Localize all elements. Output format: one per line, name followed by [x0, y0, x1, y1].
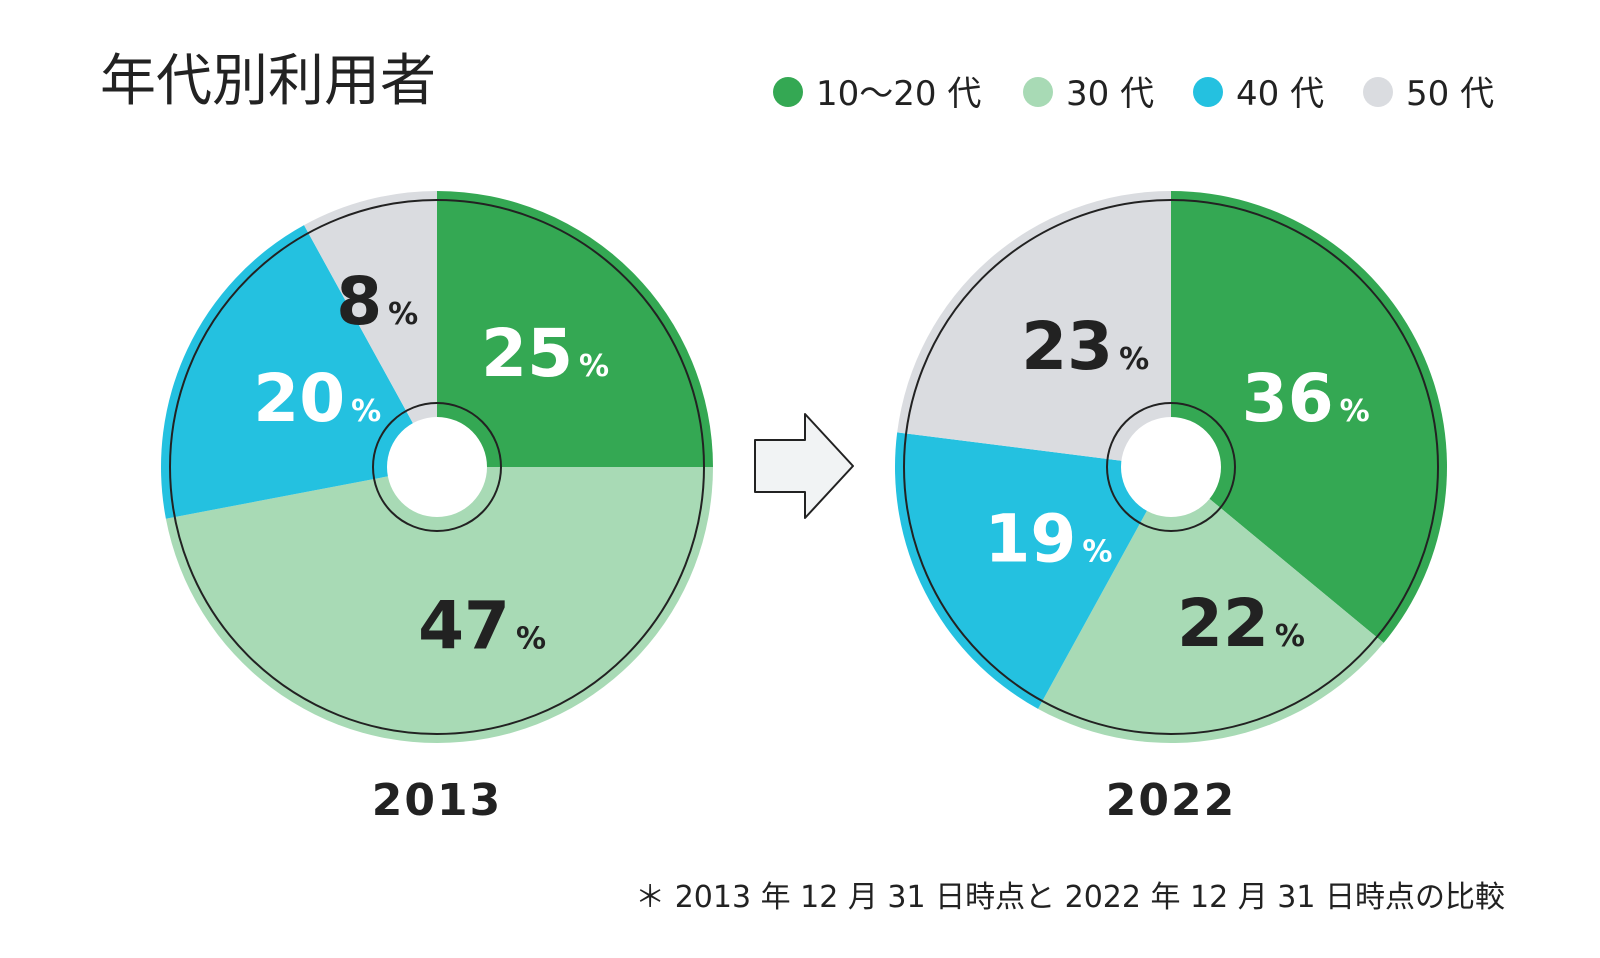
legend-label: 40 代	[1236, 74, 1324, 114]
legend-swatch	[773, 77, 803, 107]
legend-swatch	[1023, 77, 1053, 107]
legend-swatch	[1193, 77, 1223, 107]
chart-title: 年代別利用者	[100, 49, 436, 114]
year-label-2022: 2022	[1106, 775, 1236, 826]
arrow-icon	[754, 413, 854, 519]
legend-label: 50 代	[1406, 74, 1494, 114]
slice-label: 20%	[253, 360, 381, 437]
pie-chart-2013: 25 % 47 % 20 % 8%	[160, 191, 714, 744]
pie-slice	[165, 467, 714, 744]
slice-label: 8%	[336, 263, 418, 340]
slice-label: 47%	[418, 587, 546, 664]
pie-slice	[897, 191, 1171, 467]
legend-swatch	[1363, 77, 1393, 107]
center-hole	[387, 417, 487, 517]
slice-label: 22%	[1177, 585, 1305, 662]
inner-ring	[1106, 402, 1236, 532]
slice-label: 25%	[481, 315, 609, 392]
pie-slice	[894, 432, 1171, 709]
pie-slice	[437, 191, 713, 467]
slice-label: 19%	[984, 501, 1112, 578]
footnote: ＊ 2013 年 12 月 31 日時点と 2022 年 12 月 31 日時点…	[635, 880, 1505, 915]
slice-label: 23%	[1021, 308, 1149, 385]
legend-label: 30 代	[1066, 74, 1154, 114]
pie-slice	[1038, 467, 1384, 744]
legend-label: 10〜20 代	[816, 74, 981, 114]
center-hole	[1121, 417, 1221, 517]
inner-ring	[372, 402, 502, 532]
pie-chart-2022: 36 % 22 % 19 % 23%	[894, 190, 1447, 744]
slice-label: 36%	[1242, 360, 1370, 437]
outer-ring	[169, 199, 705, 735]
legend: 10〜20 代 30 代 40 代 50 代	[773, 74, 1494, 114]
outer-ring	[903, 199, 1439, 735]
pie-slice	[1171, 190, 1447, 643]
year-label-2013: 2013	[372, 775, 502, 826]
pie-slice	[304, 191, 437, 467]
